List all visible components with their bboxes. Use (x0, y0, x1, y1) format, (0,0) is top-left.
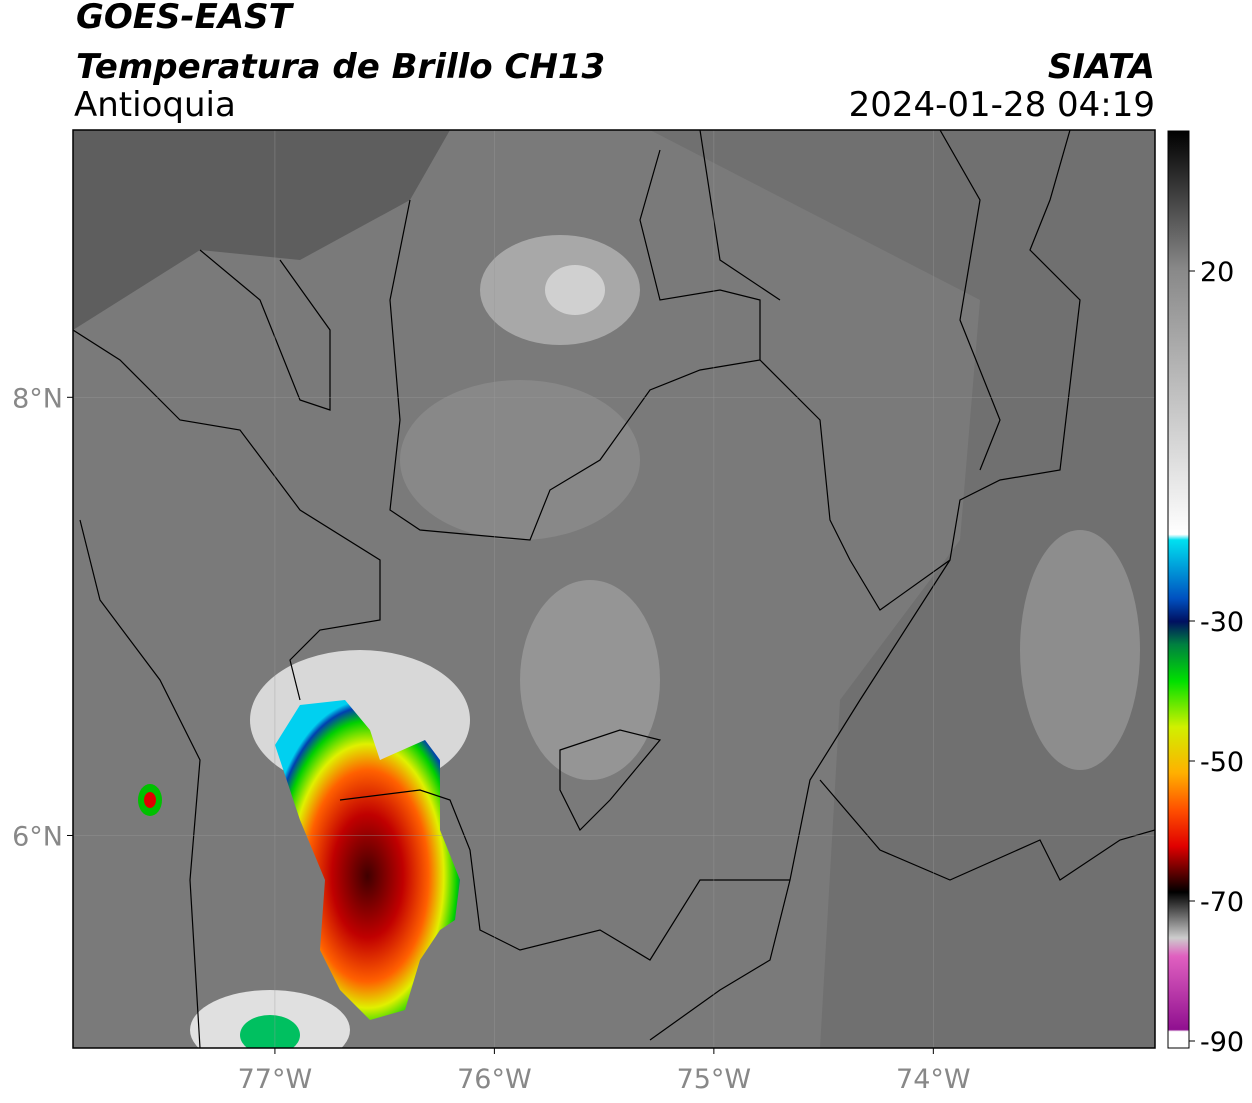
title: GOES-EAST (76, 0, 295, 37)
colorbar-tick-label: -30 (1200, 607, 1244, 638)
x-tick-label: 77°W (238, 1064, 313, 1095)
colorbar-tick-label: -70 (1200, 887, 1244, 918)
region: Antioquia (74, 85, 236, 125)
x-tick-label: 76°W (457, 1064, 532, 1095)
colorbar (1167, 130, 1190, 1049)
y-tick-label: 8°N (12, 383, 63, 414)
map-frame (72, 129, 1156, 1049)
colorbar-tick-label: -50 (1200, 747, 1244, 778)
y-tick-label: 6°N (12, 821, 63, 852)
datetime: 2024-01-28 04:19 (849, 85, 1155, 125)
source: SIATA (1048, 47, 1155, 87)
subtitle: Temperatura de Brillo CH13 (76, 47, 605, 87)
colorbar-tick-label: -90 (1200, 1027, 1244, 1058)
colorbar-tick-label: 20 (1200, 257, 1234, 288)
map-image (73, 130, 1155, 1048)
x-tick-label: 74°W (896, 1064, 971, 1095)
x-tick-label: 75°W (677, 1064, 752, 1095)
